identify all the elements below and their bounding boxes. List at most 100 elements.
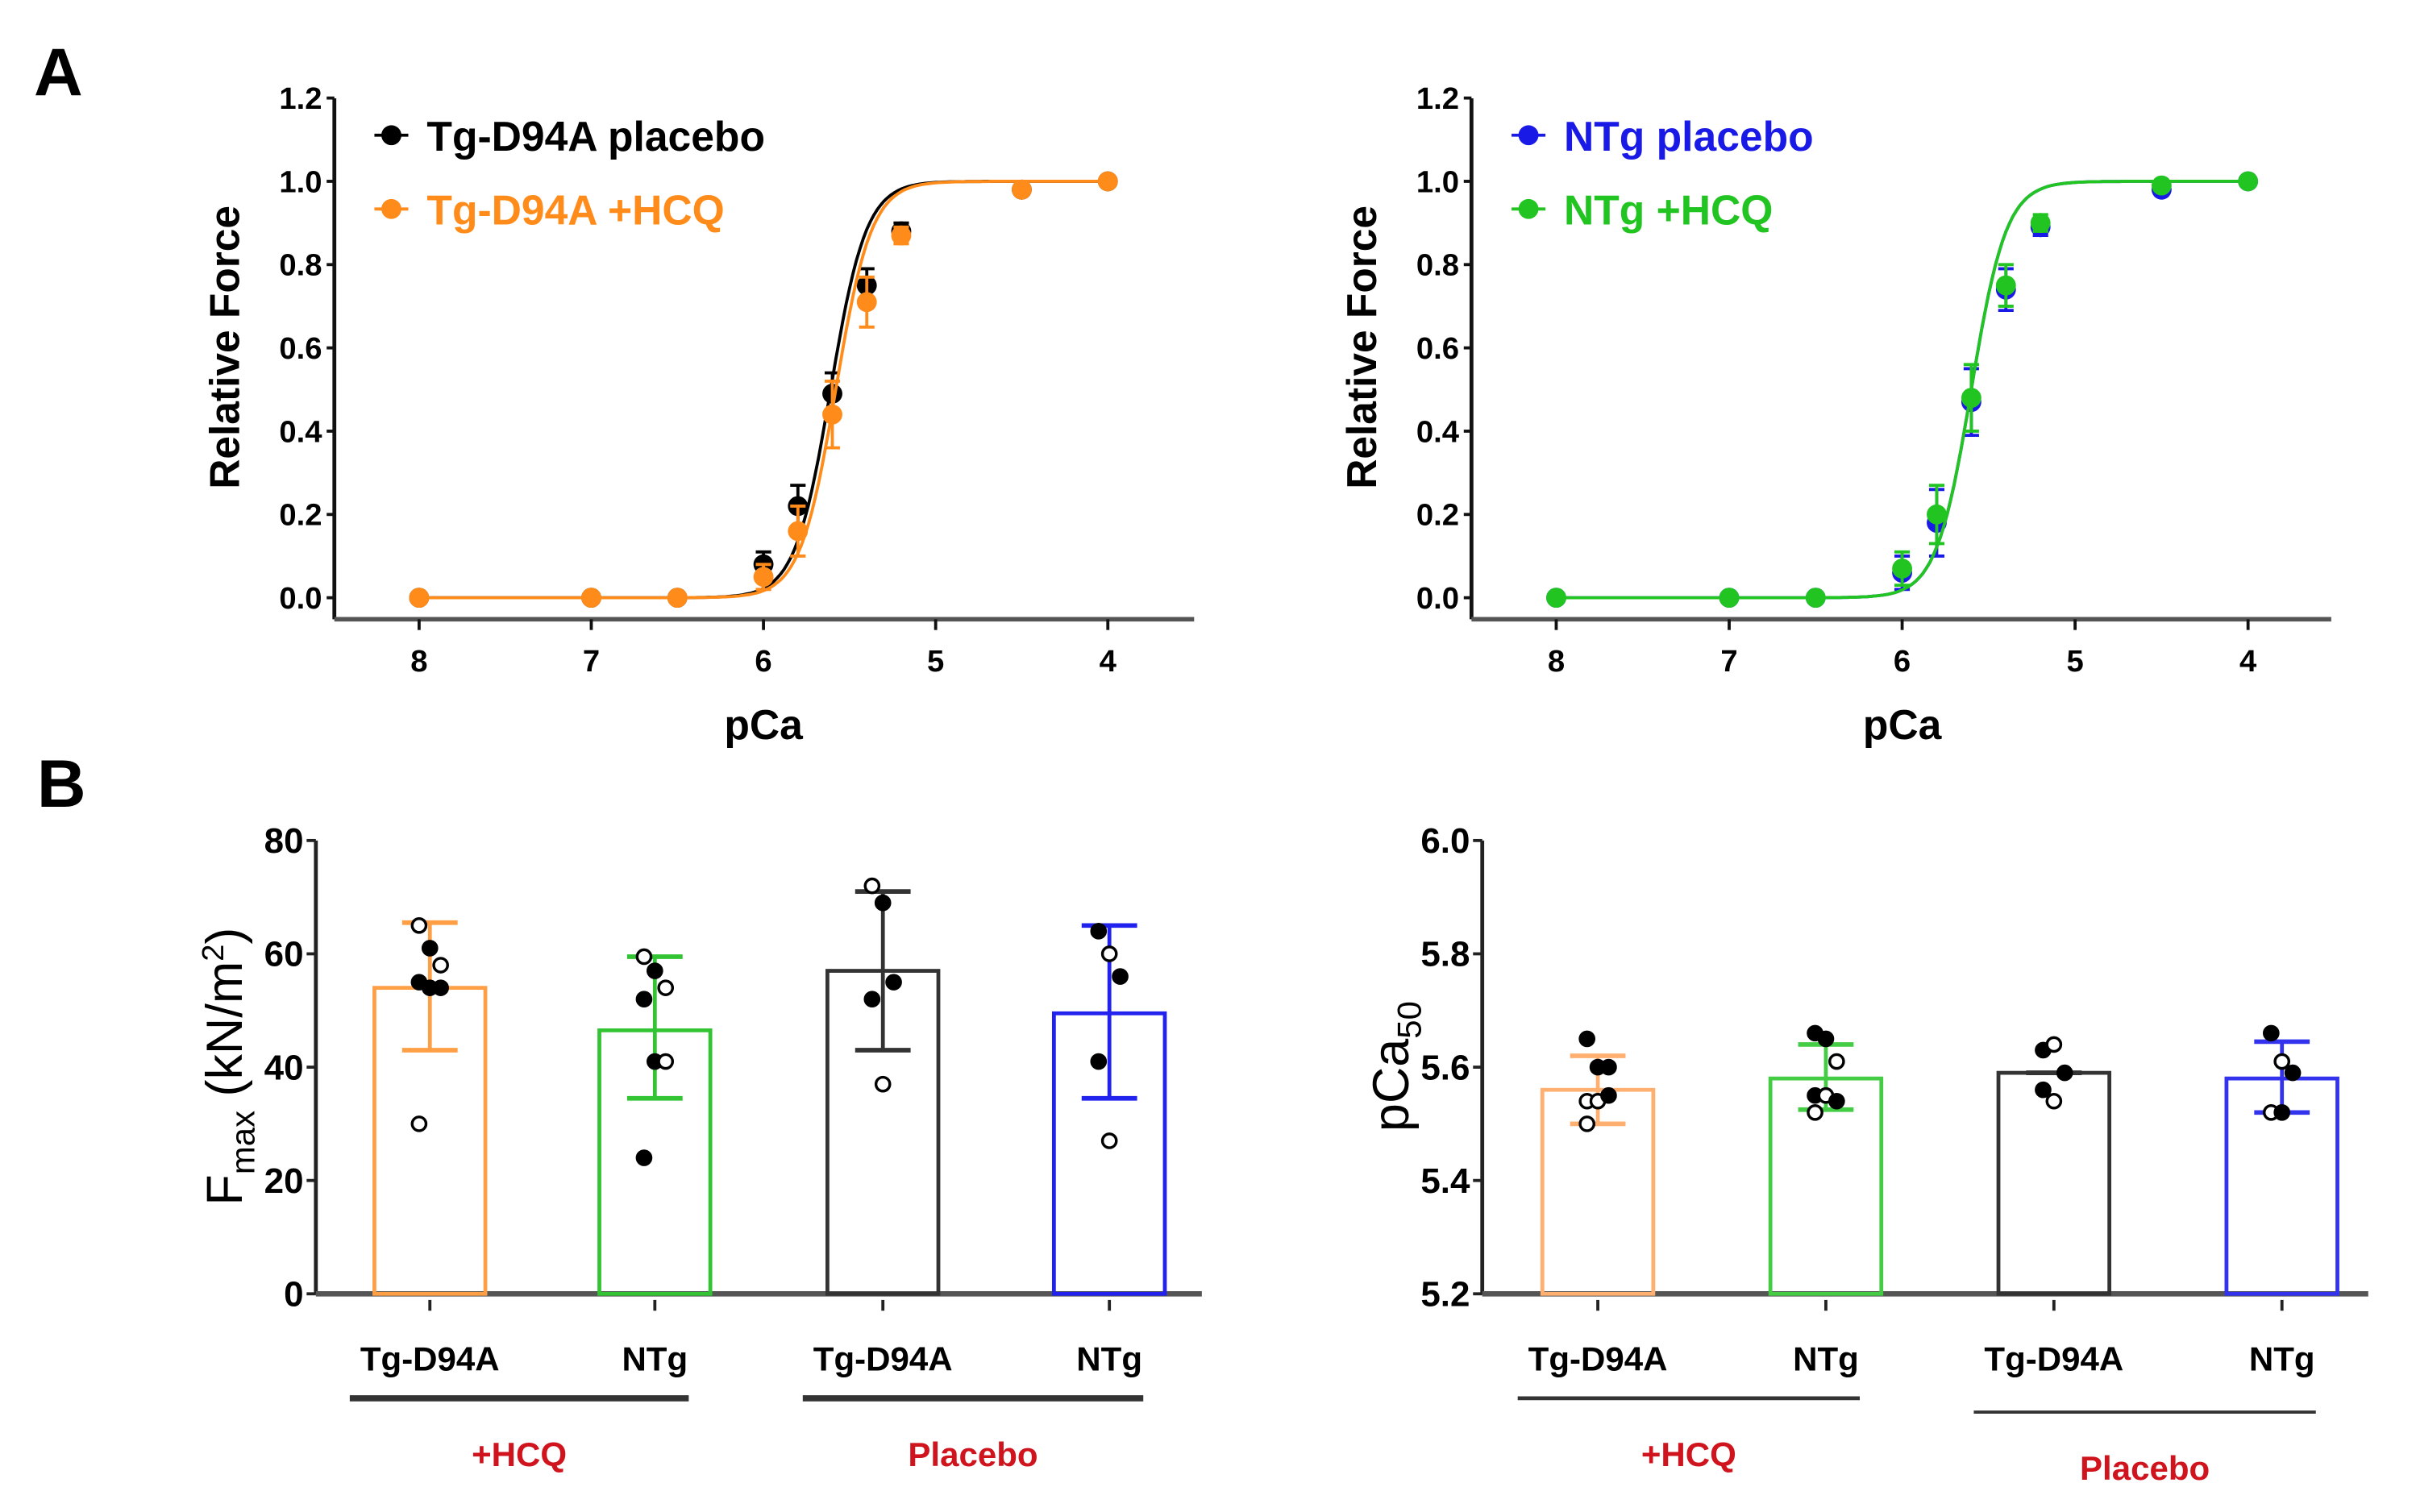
x-tick-label: 8	[410, 644, 427, 679]
x-tick-label: 6	[1894, 644, 1911, 679]
bar-group-4	[1051, 923, 1167, 1311]
series-ntg-placebo	[1546, 171, 2259, 609]
y-tick-label: 0.2	[1416, 498, 1459, 533]
x-tick-label: 5	[927, 644, 944, 679]
y-tick-label: 0.0	[1416, 581, 1459, 616]
x-tick-label: 6	[755, 644, 771, 679]
y-label-superscript: 2	[196, 945, 231, 962]
fit-curve	[1556, 180, 2248, 600]
legend-label: Tg-D94A placebo	[426, 113, 765, 160]
legend-marker	[381, 125, 401, 146]
x-tick-label: 4	[1100, 644, 1117, 679]
filled-point	[2056, 1064, 2073, 1082]
filled-point	[863, 991, 881, 1007]
category-label: Tg-D94A	[813, 1340, 953, 1378]
data-point	[2238, 171, 2259, 192]
bar-group-2	[597, 948, 713, 1311]
group-label: Placebo	[908, 1435, 1038, 1473]
y-tick-label: 40	[264, 1048, 304, 1087]
y-tick-label: 0	[284, 1275, 303, 1315]
open-point	[2045, 1092, 2063, 1110]
y-tick-label: 0.6	[279, 331, 322, 366]
filled-point	[2284, 1064, 2302, 1082]
filled-point	[2263, 1024, 2280, 1042]
open-point	[635, 948, 653, 966]
data-point	[891, 225, 912, 246]
x-tick-label: 7	[1720, 644, 1737, 679]
fit-curve	[418, 180, 1108, 600]
panel-label-a: A	[34, 34, 83, 110]
pca50-bar-chart: 5.2 5.4 5.6 5.8 6.0 pCa50 Tg-D94A NTg Tg-D94A NTg…	[1363, 821, 2368, 1487]
legend-label: Tg-D94A +HCQ	[426, 186, 724, 233]
data-point	[1892, 559, 1912, 579]
open-point	[1807, 1104, 1823, 1121]
series-tg-d94a-placebo	[409, 171, 1118, 609]
category-label: NTg	[622, 1340, 688, 1378]
y-label-unit: (kN/m	[197, 962, 253, 1111]
data-point	[1097, 171, 1118, 192]
bar-group-2	[1768, 1024, 1884, 1311]
open-point	[1100, 945, 1118, 962]
bar-group-3	[1996, 1036, 2112, 1311]
y-tick-label: 6.0	[1420, 821, 1470, 861]
y-label-subscript: max	[223, 1111, 261, 1174]
x-axis-label: pCa	[1863, 701, 1942, 748]
data-point	[1927, 504, 1947, 525]
open-point	[874, 1075, 892, 1093]
data-point	[2151, 175, 2172, 196]
open-point	[657, 979, 675, 996]
y-axis-label: Relative Force	[201, 206, 247, 489]
x-tick-label: 5	[2066, 644, 2083, 679]
y-tick-label: 0.2	[279, 498, 322, 533]
filled-point	[635, 991, 653, 1007]
filled-point	[1090, 1053, 1108, 1070]
filled-point	[1600, 1086, 1617, 1104]
panel-label-b: B	[37, 746, 86, 821]
y-tick-label: 20	[264, 1161, 304, 1201]
bar-group-3	[825, 877, 941, 1311]
y-axis-label: Relative Force	[1338, 206, 1385, 489]
filled-point	[2273, 1104, 2291, 1121]
open-point	[410, 1115, 428, 1132]
y-tick-label: 0.4	[279, 414, 322, 449]
bar-group-1	[1540, 1030, 1656, 1311]
category-label: Tg-D94A	[1528, 1340, 1668, 1378]
group-label: Placebo	[2080, 1449, 2210, 1487]
data-point	[1805, 588, 1826, 609]
data-point	[581, 588, 601, 609]
fit-curve	[418, 180, 1108, 600]
series-ntg-hcq	[1546, 171, 2259, 609]
y-tick-label: 0.0	[279, 581, 322, 616]
series-tg-d94a-hcq	[409, 171, 1118, 609]
y-axis-label: Fmax (kN/m2)	[196, 928, 261, 1206]
legend-marker	[1518, 125, 1539, 146]
filled-point	[421, 940, 439, 957]
y-tick-label: 1.2	[1416, 81, 1459, 116]
data-point	[788, 521, 809, 542]
filled-point	[647, 962, 663, 979]
x-axis-label: pCa	[724, 701, 803, 748]
open-point	[2273, 1053, 2291, 1070]
group-label: +HCQ	[472, 1435, 567, 1473]
data-point	[1012, 179, 1032, 200]
filled-point	[885, 974, 902, 991]
data-point	[667, 588, 688, 609]
filled-point	[1600, 1058, 1617, 1076]
filled-point	[432, 979, 449, 996]
data-point	[409, 588, 430, 609]
force-pca-chart-tg-d94a: 0.0 0.2 0.4 0.6 0.8 1.0 1.2 8 7 6 5 4 pCa Relative Fo…	[201, 81, 1195, 748]
open-point	[432, 957, 449, 974]
y-tick-label: 5.8	[1420, 935, 1470, 974]
filled-point	[1828, 1092, 1845, 1110]
category-label: NTg	[2249, 1340, 2315, 1378]
y-label-close: )	[197, 928, 253, 945]
open-point	[2045, 1036, 2063, 1053]
open-point	[1100, 1132, 1118, 1149]
group-label: +HCQ	[1641, 1435, 1736, 1473]
open-point	[410, 917, 428, 934]
data-point	[1995, 275, 2016, 296]
y-tick-label: 0.6	[1416, 331, 1459, 366]
filled-point	[1090, 923, 1108, 940]
category-label: Tg-D94A	[360, 1340, 500, 1378]
